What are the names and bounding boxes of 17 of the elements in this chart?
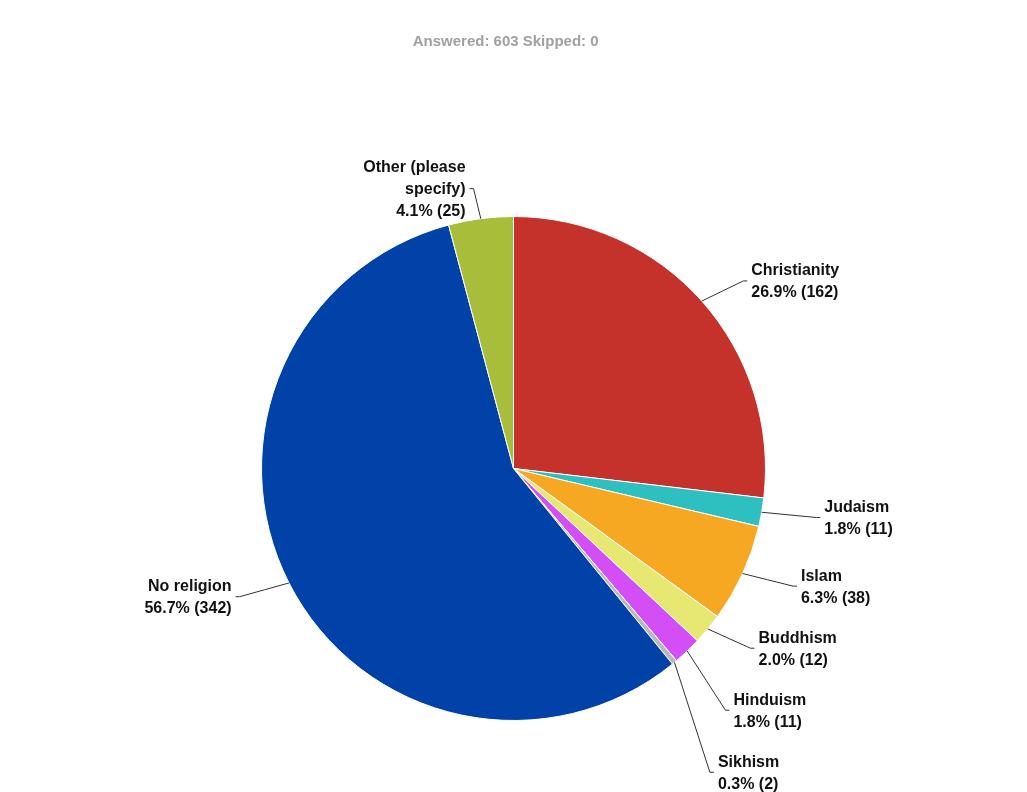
data-label: 4.1% (25) xyxy=(396,202,466,220)
slice-label: Islam xyxy=(800,566,842,584)
data-label: 56.7% (342) xyxy=(144,599,232,617)
slice-label: Buddhism xyxy=(758,628,837,646)
slice-label: Christianity xyxy=(751,261,840,279)
data-label: 1.8% (11) xyxy=(824,520,893,538)
slice-label: Hinduism xyxy=(733,690,807,708)
chart-title: Answered: 603 Skipped: 0 xyxy=(412,32,599,49)
slice-label: No religion xyxy=(148,577,232,595)
data-label: 1.8% (11) xyxy=(733,712,802,730)
slice-label: Judaism xyxy=(824,498,890,516)
data-label: 6.3% (38) xyxy=(800,588,871,606)
slice-label: Other (please specify) xyxy=(363,158,466,198)
data-label: 0.3% (2) xyxy=(717,774,779,792)
data-label: 2.0% (12) xyxy=(758,650,828,668)
data-label: 26.9% (162) xyxy=(751,283,839,301)
slice-label: Sikhism xyxy=(717,752,780,770)
